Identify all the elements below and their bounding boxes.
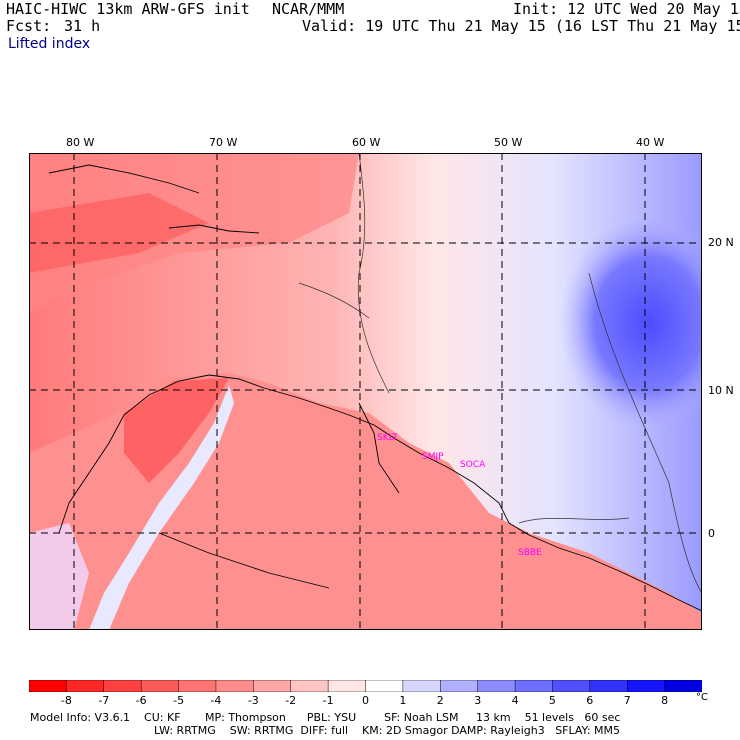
colorbar-swatch [29, 680, 68, 692]
map-frame [29, 153, 702, 630]
colorbar-swatch [215, 680, 255, 692]
colorbar-tick-label: 8 [661, 694, 669, 707]
colombia-venezuela-region [124, 378, 229, 483]
station-smjp: SMJP [422, 452, 444, 462]
station-sbbe: SBBE [518, 548, 542, 558]
colorbar-tick-label: -5 [173, 694, 185, 707]
colorbar-tick-label: 0 [362, 694, 369, 707]
south-america-field [29, 373, 702, 630]
atlantic-stable-region [559, 213, 702, 433]
colorbar-tick-label: -2 [285, 694, 297, 707]
field-name: Lifted index [8, 36, 91, 52]
model-title: HAIC-HIWC 13km ARW-GFS init [6, 0, 250, 18]
colorbar-swatch [66, 680, 105, 692]
lon-label-50w: 50 W [494, 136, 523, 149]
lon-label-40w: 40 W [636, 136, 665, 149]
lon-label-70w: 70 W [209, 136, 238, 149]
colorbar-tick-label: -6 [135, 694, 147, 707]
colorbar-unit: °C [696, 692, 708, 703]
lifted-index-map: SKLT SMJP SOCA SBBE [29, 153, 702, 630]
lifted-index-contours [298, 153, 702, 594]
colorbar [29, 680, 702, 692]
colorbar-tick-label: 5 [548, 694, 556, 707]
valid-time: Valid: 19 UTC Thu 21 May 15 (16 LST Thu … [302, 17, 740, 35]
colorbar-swatch [514, 680, 554, 692]
model-info-line1: Model Info: V3.6.1 CU: KF MP: Thompson P… [30, 711, 621, 724]
colorbar-tick-label: -3 [247, 694, 259, 707]
graticule [29, 153, 702, 630]
station-soca: SOCA [460, 460, 486, 470]
colorbar-swatch [253, 680, 292, 692]
colorbar-swatch [290, 680, 329, 692]
colorbar-tick-label: -4 [210, 694, 222, 707]
station-markers: SKLT SMJP SOCA SBBE [377, 433, 542, 558]
model-info-line2: LW: RRTMG SW: RRTMG DIFF: full KM: 2D Sm… [154, 724, 620, 737]
colorbar-swatch [626, 680, 666, 692]
colorbar-swatch [140, 680, 180, 692]
colorbar-swatch [477, 680, 516, 692]
lat-label-0: 0 [708, 527, 715, 540]
colorbar-tick-label: -7 [98, 694, 110, 707]
colorbar-swatch [327, 680, 367, 692]
lon-label-60w: 60 W [352, 136, 381, 149]
caribbean-unstable-region [29, 153, 359, 313]
forecast-hours: 31 h [64, 17, 101, 35]
colorbar-tick-label: 7 [623, 694, 631, 707]
colorbar-tick-label: 1 [399, 694, 407, 707]
station-sklt: SKLT [377, 433, 398, 443]
colorbar-swatch [103, 680, 142, 692]
colorbar-swatch [365, 680, 404, 692]
colorbar-swatch [664, 680, 702, 692]
colorbar-tick-label: -1 [322, 694, 334, 707]
colorbar-swatch [402, 680, 442, 692]
coastlines [48, 164, 702, 612]
colorbar-tick-label: -8 [60, 694, 72, 707]
colorbar-tick-label: 3 [474, 694, 482, 707]
lat-label-20n: 20 N [708, 236, 734, 249]
init-time: Init: 12 UTC Wed 20 May 15 [513, 0, 740, 18]
colorbar-swatch [552, 680, 591, 692]
colorbar-tick-label: 2 [436, 694, 444, 707]
lon-label-80w: 80 W [66, 136, 95, 149]
colorbar-tick-label: 4 [511, 694, 519, 707]
colorbar-tick-label: 6 [586, 694, 594, 707]
forecast-label: Fcst: [6, 17, 52, 35]
andes-stable-ridge [89, 385, 234, 630]
colorbar-swatch [178, 680, 217, 692]
colorbar-swatch [440, 680, 479, 692]
colorbar-swatch [589, 680, 628, 692]
org-label: NCAR/MMM [272, 0, 345, 18]
lat-label-10n: 10 N [708, 384, 734, 397]
